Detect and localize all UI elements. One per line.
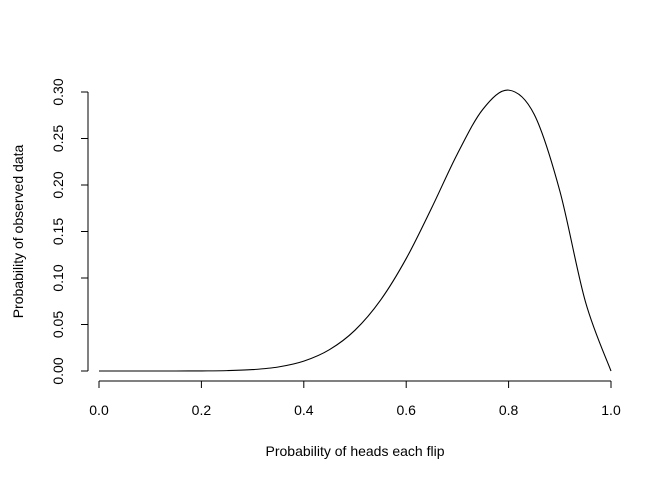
x-tick-label: 0.8 <box>499 402 519 418</box>
x-tick-label: 0.4 <box>294 402 314 418</box>
y-tick-label: 0.00 <box>50 357 66 384</box>
y-axis-label: Probability of observed data <box>10 145 26 319</box>
y-tick-label: 0.30 <box>50 78 66 105</box>
y-tick-label: 0.10 <box>50 264 66 291</box>
x-axis-label: Probability of heads each flip <box>266 443 445 459</box>
y-tick-label: 0.15 <box>50 218 66 245</box>
x-tick-label: 0.2 <box>192 402 212 418</box>
series-group <box>98 89 612 372</box>
y-tick-label: 0.25 <box>50 125 66 152</box>
likelihood-curve <box>98 89 612 372</box>
x-tick-label: 0.0 <box>89 402 109 418</box>
x-axis: 0.0 0.2 0.4 0.6 0.8 1.0 <box>89 380 621 418</box>
y-tick-label: 0.20 <box>50 171 66 198</box>
y-axis: 0.00 0.05 0.10 0.15 0.20 0.25 0.30 <box>50 78 89 385</box>
y-tick-label: 0.05 <box>50 311 66 338</box>
x-tick-label: 0.6 <box>396 402 416 418</box>
x-tick-label: 1.0 <box>601 402 621 418</box>
